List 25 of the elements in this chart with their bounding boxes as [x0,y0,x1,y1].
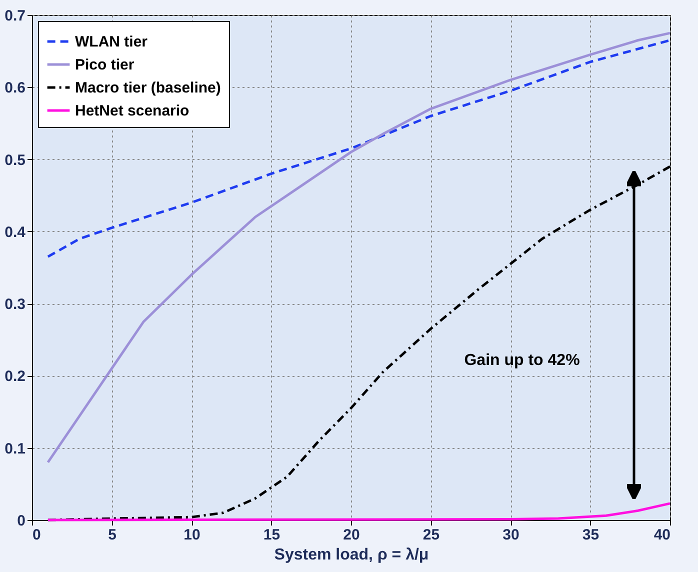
y-tick-label: 0.4 [4,224,26,241]
x-tick-label: 40 [654,526,670,544]
x-tick-label: 15 [263,526,280,544]
y-tick-label: 0 [17,512,26,530]
line-series [46,32,672,464]
x-tick-label: 5 [108,526,116,544]
line-series [46,502,672,522]
x-tick-label: 20 [343,526,360,544]
y-tick-label: 0.5 [4,152,26,169]
x-tick-label: 0 [32,526,41,544]
y-tick-label: 0.1 [4,440,26,458]
x-axis-title: System load, ρ = λ/μ [274,546,429,564]
legend-label: HetNet scenario [75,102,190,120]
legend-label: Pico tier [75,56,134,74]
y-tick-label: 0.3 [4,296,26,314]
x-tick-label: 35 [582,526,600,544]
y-tick-label: 0.2 [4,368,26,386]
legend-label: Macro tier (baseline) [75,80,221,96]
y-tick-label: 0.7 [4,8,26,24]
legend-label: WLAN tier [75,34,148,50]
x-tick-label: 30 [502,526,520,544]
x-tick-label: 10 [184,526,200,544]
y-tick-label: 0.6 [4,80,26,97]
annotation: Gain up to 42% [464,352,580,369]
x-tick-label: 25 [422,526,440,544]
